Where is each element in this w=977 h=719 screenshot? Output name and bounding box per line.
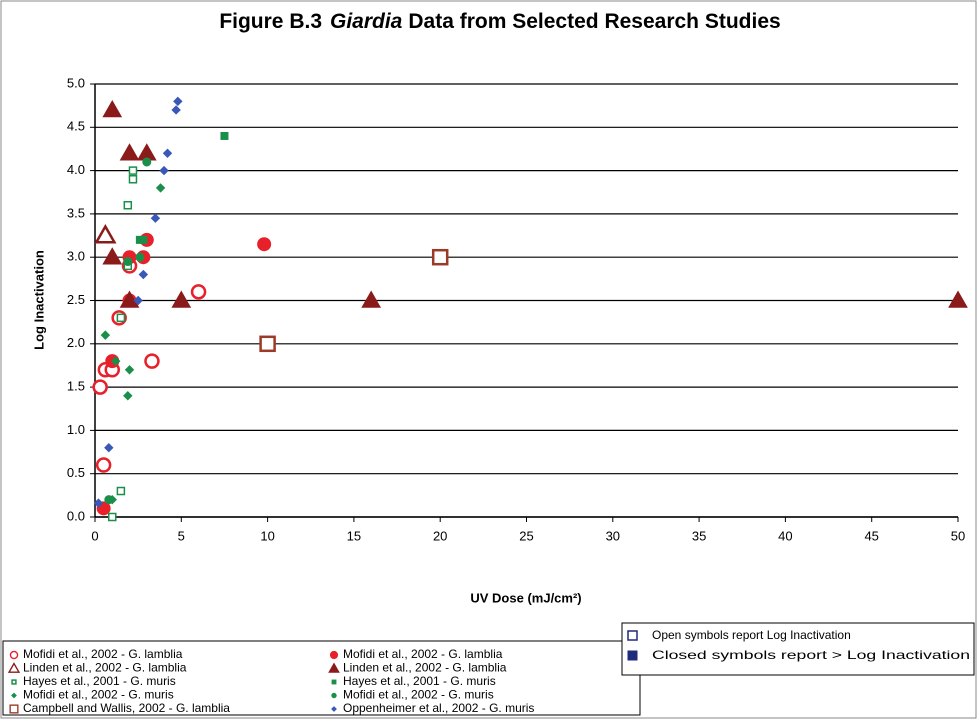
- x-tick-label: 10: [260, 528, 274, 543]
- point: [948, 290, 968, 308]
- point: [104, 495, 114, 505]
- x-tick-label: 40: [778, 528, 792, 543]
- legend-label: Linden et al., 2002 - G. lamblia: [343, 661, 507, 675]
- point: [123, 200, 133, 210]
- legend-label: Mofidi et al., 2002 - G. muris: [343, 688, 494, 702]
- point: [11, 692, 17, 699]
- title-italic: Giardia: [330, 10, 403, 33]
- legend-box: [2, 640, 641, 716]
- legend-label: Campbell and Wallis, 2002 - G. lamblia: [23, 701, 230, 715]
- point: [220, 131, 229, 140]
- point: [331, 679, 337, 685]
- point: [135, 235, 144, 244]
- x-tick-label: 35: [692, 528, 706, 543]
- point: [259, 335, 276, 353]
- x-tick-label: 25: [519, 528, 533, 543]
- y-tick-label: 1.0: [67, 422, 85, 437]
- point: [111, 356, 121, 366]
- point: [119, 290, 140, 308]
- point: [133, 295, 143, 306]
- point: [7, 662, 21, 673]
- x-tick-label: 5: [178, 528, 185, 543]
- y-tick-label: 5.0: [67, 75, 85, 90]
- point: [150, 213, 161, 223]
- x-tick-label: 45: [864, 528, 878, 543]
- key-open-label: Open symbols report Log Inactivation: [652, 628, 851, 642]
- point: [11, 679, 17, 685]
- point: [102, 247, 123, 265]
- point: [95, 457, 112, 473]
- point: [123, 257, 133, 267]
- point: [361, 290, 382, 308]
- x-tick-label: 50: [951, 528, 965, 543]
- x-tick-label: 15: [347, 528, 361, 543]
- point: [171, 105, 181, 115]
- y-tick-label: 2.5: [67, 292, 85, 307]
- point: [123, 391, 133, 401]
- x-tick-label: 0: [91, 528, 98, 543]
- point: [104, 443, 114, 453]
- x-tick-label: 30: [606, 528, 620, 543]
- point: [108, 512, 117, 522]
- point: [159, 165, 169, 176]
- x-axis-label: UV Dose (mJ/cm²): [470, 590, 581, 605]
- point: [116, 313, 126, 323]
- point: [128, 175, 138, 184]
- legend-label: Hayes et al., 2001 - G. muris: [343, 674, 496, 688]
- legend-label: Mofidi et al., 2002 - G. lamblia: [343, 647, 503, 661]
- point: [171, 290, 192, 308]
- x-tick-label: 20: [433, 528, 447, 543]
- point: [128, 166, 138, 175]
- point: [431, 248, 449, 266]
- y-tick-label: 1.5: [67, 379, 85, 394]
- y-tick-label: 0.0: [67, 508, 85, 523]
- key-closed-label: Closed symbols report > Log Inactivation: [652, 648, 970, 662]
- key-open-symbol: [627, 630, 638, 641]
- point: [9, 650, 19, 660]
- point: [9, 704, 19, 714]
- y-tick-label: 0.5: [67, 465, 85, 480]
- point: [328, 662, 340, 673]
- y-tick-label: 3.5: [67, 205, 85, 220]
- y-tick-label: 4.0: [67, 162, 85, 177]
- point: [155, 183, 166, 193]
- point: [257, 237, 272, 252]
- legend-label: Hayes et al., 2001 - G. muris: [23, 674, 176, 688]
- legend-label: Linden et al., 2002 - G. lamblia: [23, 661, 187, 675]
- point: [135, 252, 145, 262]
- point: [331, 692, 337, 699]
- point: [162, 148, 173, 158]
- point: [94, 224, 117, 244]
- point: [100, 330, 111, 340]
- point: [142, 157, 152, 167]
- point: [92, 379, 108, 395]
- legend-label: Mofidi et al., 2002 - G. lamblia: [23, 647, 183, 661]
- title-suffix: Data from Selected Research Studies: [408, 10, 780, 33]
- point: [116, 486, 126, 496]
- point: [329, 650, 339, 660]
- point: [124, 365, 135, 375]
- y-tick-label: 2.0: [67, 335, 85, 350]
- legend-label: Oppenheimer et al., 2002 - G. muris: [343, 701, 534, 715]
- point: [331, 706, 337, 712]
- symbol-key-box: [621, 622, 975, 676]
- point: [102, 99, 123, 118]
- key-closed-symbol: [627, 650, 638, 661]
- point: [119, 143, 140, 161]
- legend-label: Mofidi et al., 2002 - G. muris: [23, 688, 174, 702]
- title-prefix: Figure B.3: [219, 10, 322, 33]
- point: [190, 284, 207, 300]
- chart-title: Figure B.3 Giardia Data from Selected Rese…: [219, 10, 780, 33]
- y-axis-label: Log Inactivation: [31, 250, 46, 350]
- point: [138, 269, 149, 280]
- point: [173, 96, 183, 107]
- point: [144, 353, 160, 369]
- point: [93, 498, 104, 508]
- y-tick-label: 3.0: [67, 249, 85, 264]
- y-tick-label: 4.5: [67, 119, 85, 134]
